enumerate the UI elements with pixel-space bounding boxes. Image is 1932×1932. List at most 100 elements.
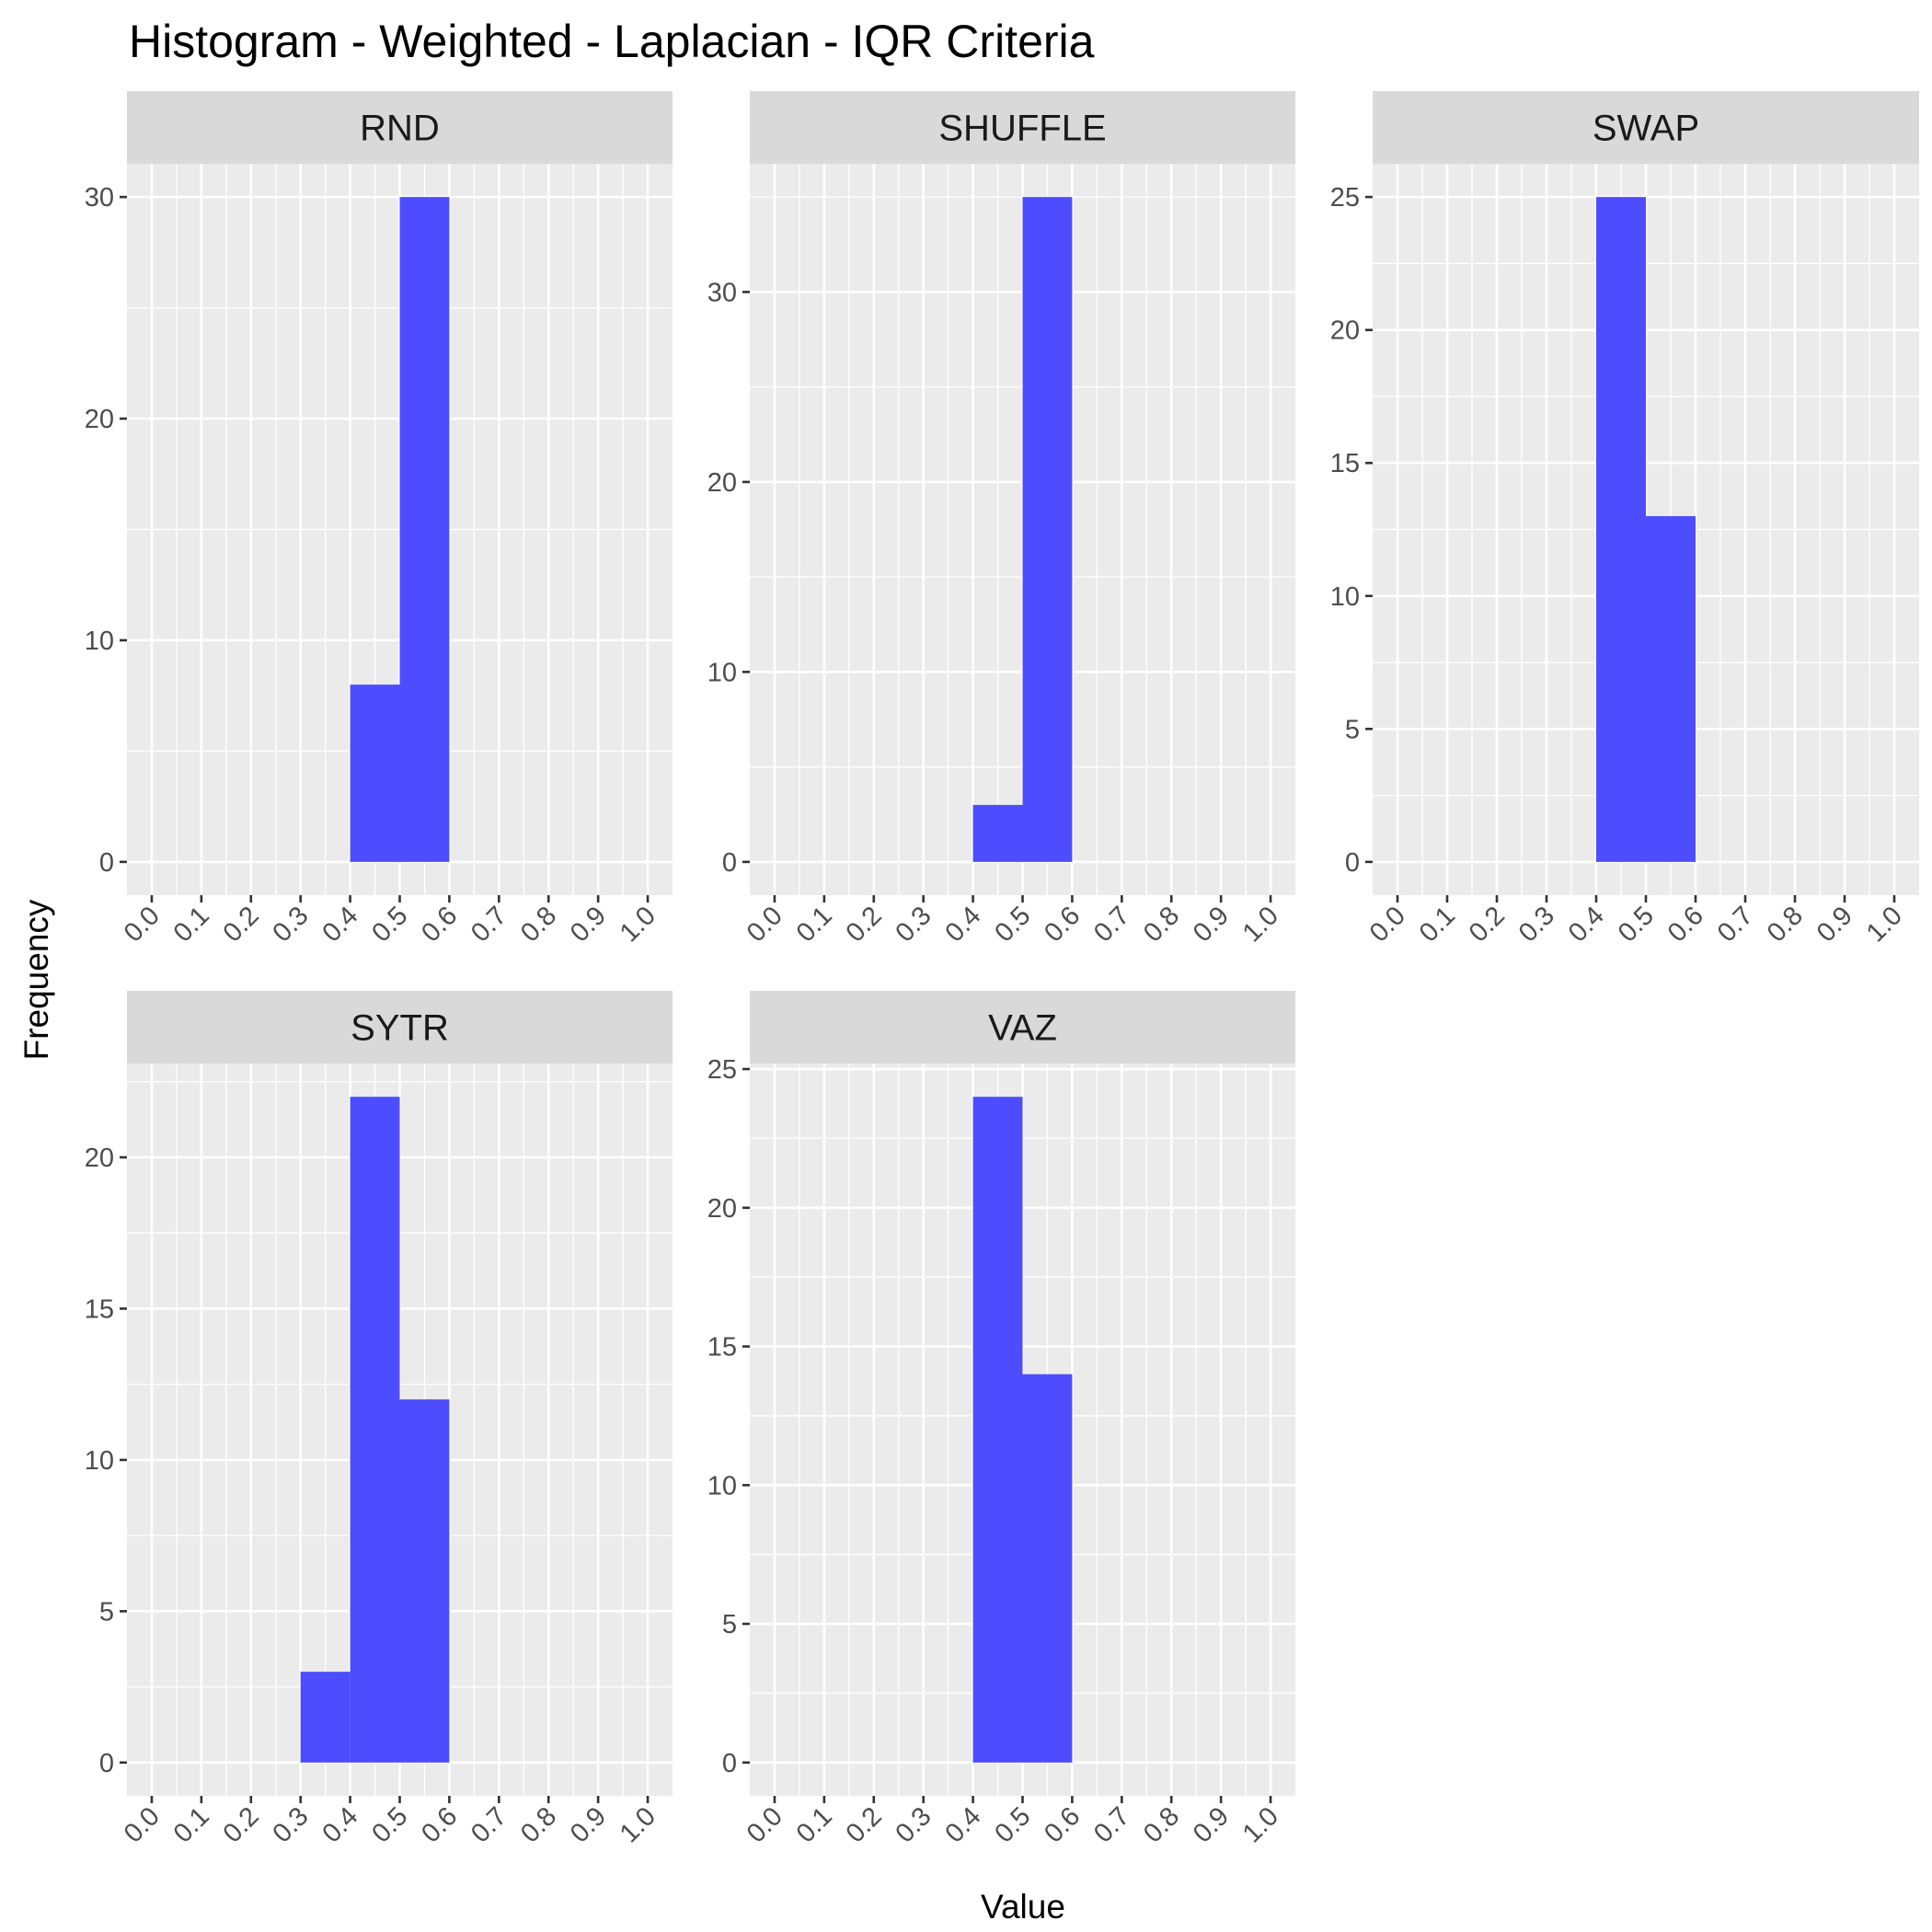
x-tick-label: 1.0	[1237, 1801, 1284, 1848]
x-tick-label: 0.6	[1039, 901, 1086, 948]
x-tick-label: 0.0	[1364, 901, 1411, 948]
histogram-bar	[1022, 1374, 1073, 1763]
x-tick-label: 0.3	[267, 901, 314, 948]
x-tick-label: 0.9	[1188, 1801, 1235, 1848]
x-tick-label: 0.5	[1613, 901, 1660, 948]
strip-label: SHUFFLE	[938, 109, 1106, 149]
x-tick-label: 0.2	[218, 901, 265, 948]
x-tick-label: 0.1	[791, 1801, 838, 1848]
x-axis-title: Value	[981, 1888, 1065, 1926]
x-tick-label: 0.5	[366, 1801, 413, 1848]
x-tick-label: 1.0	[1237, 901, 1284, 948]
x-tick-label: 0.2	[841, 901, 888, 948]
strip-label: RND	[360, 109, 440, 149]
x-tick-label: 0.4	[1563, 901, 1610, 948]
x-tick-label: 1.0	[615, 901, 661, 948]
x-tick-label: 0.5	[366, 901, 413, 948]
x-tick-label: 0.6	[1039, 1801, 1086, 1848]
y-tick-label: 10	[1330, 582, 1360, 612]
y-tick-label: 25	[1330, 183, 1360, 213]
histogram-bar	[399, 197, 450, 862]
y-tick-label: 30	[85, 183, 114, 213]
x-tick-label: 0.9	[565, 1801, 612, 1848]
strip-background	[1373, 91, 1919, 164]
x-tick-label: 0.8	[1138, 1801, 1185, 1848]
y-tick-label: 10	[85, 627, 114, 656]
x-tick-label: 0.2	[841, 1801, 888, 1848]
x-tick-label: 0.2	[1464, 901, 1511, 948]
x-tick-label: 0.8	[1138, 901, 1185, 948]
x-tick-label: 0.6	[1662, 901, 1709, 948]
x-tick-label: 0.3	[1513, 901, 1560, 948]
histogram-bar	[300, 1672, 351, 1763]
x-tick-label: 0.7	[1712, 901, 1759, 948]
x-tick-label: 0.1	[168, 901, 215, 948]
x-tick-label: 0.9	[1811, 901, 1858, 948]
y-tick-label: 20	[85, 405, 114, 434]
y-tick-label: 0	[1345, 848, 1360, 878]
x-tick-label: 0.7	[1088, 1801, 1135, 1848]
y-tick-label: 20	[1330, 316, 1360, 346]
strip-background	[127, 91, 673, 164]
histogram-bar	[1646, 516, 1696, 862]
x-tick-label: 0.0	[742, 901, 788, 948]
strip-background	[750, 91, 1295, 164]
y-tick-label: 20	[707, 1194, 737, 1224]
y-tick-label: 30	[707, 278, 737, 307]
x-tick-label: 0.8	[515, 1801, 562, 1848]
x-tick-label: 0.6	[416, 1801, 463, 1848]
histogram-bar	[350, 684, 400, 862]
x-tick-label: 1.0	[1861, 901, 1908, 948]
y-tick-label: 15	[1330, 449, 1360, 478]
y-tick-label: 0	[722, 1749, 737, 1778]
y-tick-label: 10	[707, 1471, 737, 1501]
x-tick-label: 0.6	[416, 901, 463, 948]
panel-vaz: VAZ 0 5 10 15 20 25 0.0 0.1 0.2 0.3 0.4 0.5 0.6 0.7 0.8…	[707, 991, 1295, 1848]
y-tick-label: 0	[99, 848, 114, 878]
chart-title: Histogram - Weighted - Laplacian - IQR C…	[129, 16, 1095, 67]
y-tick-label: 5	[722, 1610, 737, 1639]
x-tick-label: 0.8	[1762, 901, 1809, 948]
y-tick-label: 0	[722, 848, 737, 878]
y-tick-label: 15	[85, 1294, 114, 1324]
x-tick-label: 0.5	[989, 1801, 1036, 1848]
x-tick-label: 0.4	[939, 901, 986, 948]
x-tick-label: 0.7	[466, 901, 512, 948]
x-tick-label: 0.8	[515, 901, 562, 948]
x-tick-label: 1.0	[615, 1801, 661, 1848]
x-tick-label: 0.1	[1414, 901, 1461, 948]
x-tick-label: 0.4	[939, 1801, 986, 1848]
y-tick-label: 5	[99, 1597, 114, 1627]
x-tick-label: 0.2	[218, 1801, 265, 1848]
y-tick-label: 15	[707, 1333, 737, 1363]
x-tick-label: 0.7	[1088, 901, 1135, 948]
y-tick-label: 20	[707, 468, 737, 498]
y-tick-label: 20	[85, 1144, 114, 1173]
strip-label: VAZ	[988, 1008, 1057, 1049]
y-tick-label: 10	[707, 658, 737, 687]
x-tick-label: 0.0	[119, 1801, 166, 1848]
x-tick-label: 0.9	[565, 901, 612, 948]
y-tick-label: 5	[1345, 715, 1360, 744]
y-tick-label: 25	[707, 1055, 737, 1085]
histogram-bar	[972, 1097, 1023, 1763]
strip-background	[127, 991, 673, 1064]
x-tick-label: 0.1	[791, 901, 838, 948]
y-tick-label: 0	[99, 1749, 114, 1778]
x-tick-label: 0.4	[316, 1801, 363, 1848]
x-tick-label: 0.0	[742, 1801, 788, 1848]
x-tick-label: 0.1	[168, 1801, 215, 1848]
x-tick-label: 0.9	[1188, 901, 1235, 948]
x-tick-label: 0.3	[890, 1801, 937, 1848]
x-tick-label: 0.5	[989, 901, 1036, 948]
y-axis-title: Frequency	[17, 899, 55, 1060]
y-tick-label: 10	[85, 1446, 114, 1476]
histogram-bar	[1596, 197, 1646, 862]
x-tick-label: 0.7	[466, 1801, 512, 1848]
panel-rnd: RND 0 10 20 30 0.0 0.1 0.2 0.3 0.4 0.5 0.6 0.7 0.8 0.9…	[85, 91, 673, 948]
strip-label: SYTR	[351, 1008, 449, 1049]
